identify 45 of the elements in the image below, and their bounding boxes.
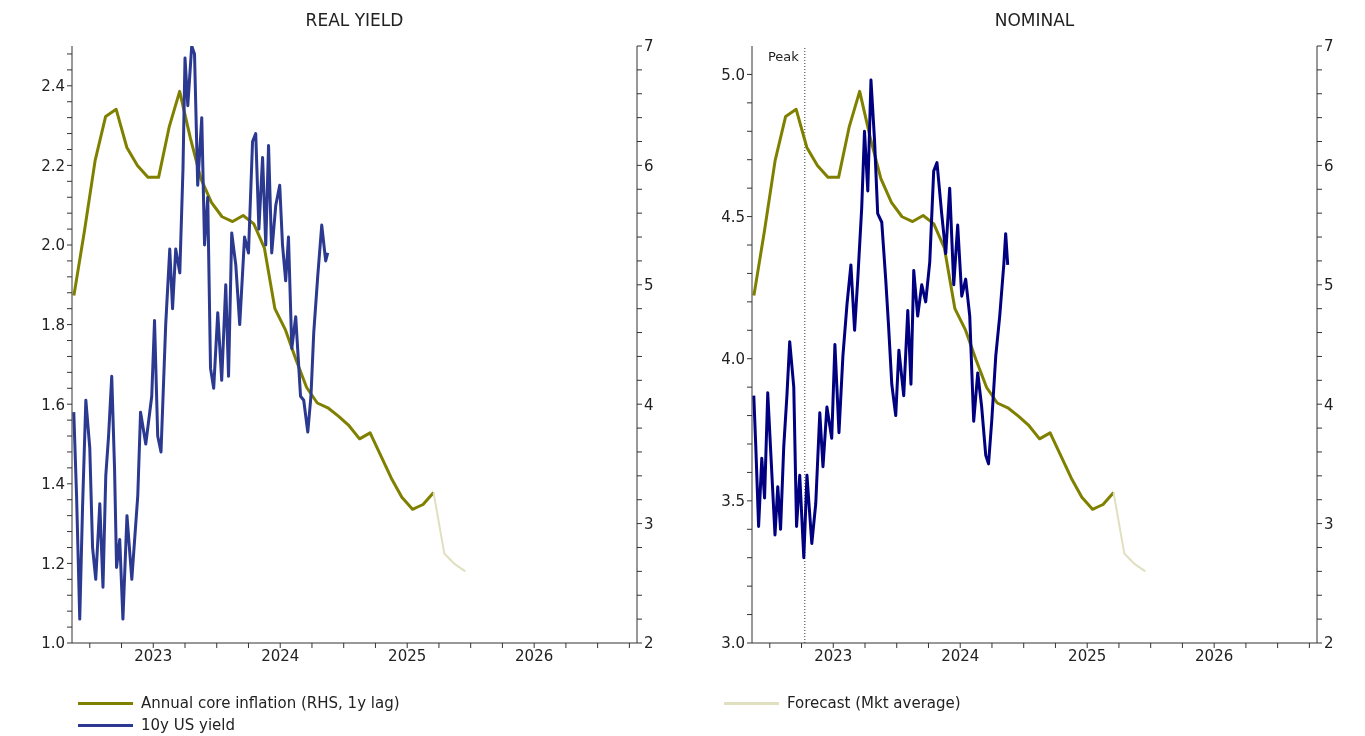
y2-tick-label: 3 (1324, 514, 1334, 533)
line-series (1112, 491, 1147, 573)
y2-tick-label: 4 (644, 395, 654, 414)
x-tick-label: 2023 (814, 646, 853, 665)
ref-line-label: Peak (767, 49, 800, 65)
x-tick-label: 2026 (1195, 646, 1234, 665)
line-series (72, 46, 330, 621)
y2-tick-label: 6 (644, 156, 654, 175)
y2-tick-label: 7 (644, 37, 654, 56)
y-tick-label: 4.0 (721, 350, 745, 369)
line-series (752, 78, 1010, 560)
chart-title: REAL YIELD (304, 10, 405, 30)
y-tick-label: 1.8 (41, 315, 65, 334)
y2-tick-label: 2 (1324, 634, 1334, 653)
legend-label: 10y US yield (141, 716, 235, 734)
line-series (752, 89, 1116, 511)
x-tick-label: 2024 (941, 646, 980, 665)
line-series (72, 89, 436, 511)
y-tick-label: 1.4 (41, 475, 65, 494)
legend-label: Forecast (Mkt average) (787, 694, 961, 712)
y-tick-label: 4.5 (721, 207, 745, 226)
y2-tick-label: 5 (644, 276, 654, 295)
y-tick-label: 3.0 (721, 634, 745, 653)
x-tick-label: 2026 (515, 646, 554, 665)
y-tick-label: 1.2 (41, 554, 65, 573)
y-tick-label: 3.5 (721, 492, 745, 511)
y-tick-label: 2.0 (41, 236, 65, 255)
x-tick-label: 2024 (261, 646, 300, 665)
y-tick-label: 1.6 (41, 395, 65, 414)
y-tick-label: 2.2 (41, 156, 65, 175)
y2-tick-label: 5 (1324, 276, 1334, 295)
x-tick-label: 2025 (388, 646, 427, 665)
y2-tick-label: 6 (1324, 156, 1334, 175)
y2-tick-label: 2 (644, 634, 654, 653)
x-tick-label: 2025 (1068, 646, 1107, 665)
y2-tick-label: 3 (644, 514, 654, 533)
y2-tick-label: 7 (1324, 37, 1334, 56)
line-series (432, 491, 467, 573)
y-tick-label: 1.0 (41, 634, 65, 653)
y2-tick-label: 4 (1324, 395, 1334, 414)
y-tick-label: 2.4 (41, 77, 65, 96)
chart-title: NOMINAL (993, 10, 1076, 30)
y-tick-label: 5.0 (721, 65, 745, 84)
x-tick-label: 2023 (134, 646, 173, 665)
legend-label: Annual core inflation (RHS, 1y lag) (141, 694, 400, 712)
